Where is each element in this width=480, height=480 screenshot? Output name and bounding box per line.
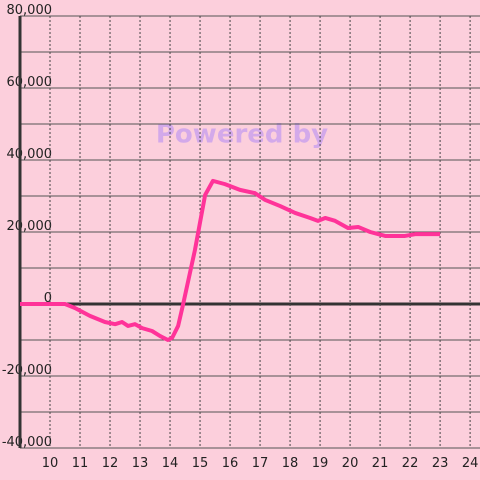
x-tick-label: 20 — [342, 456, 359, 471]
y-tick-label: 0 — [44, 291, 52, 306]
x-tick-label: 18 — [282, 456, 299, 471]
x-tick-label: 21 — [372, 456, 389, 471]
y-tick-label: 80,000 — [7, 3, 53, 18]
x-tick-label: 17 — [252, 456, 269, 471]
x-tick-label: 19 — [312, 456, 329, 471]
y-tick-label: -40,000 — [2, 435, 52, 450]
x-tick-label: 13 — [132, 456, 149, 471]
x-tick-label: 22 — [402, 456, 419, 471]
y-tick-label: -20,000 — [2, 363, 52, 378]
y-tick-label: 40,000 — [7, 147, 53, 162]
x-tick-label: 24 — [462, 456, 479, 471]
x-tick-label: 23 — [432, 456, 449, 471]
x-tick-label: 11 — [72, 456, 89, 471]
data-line — [20, 178, 441, 342]
x-tick-label: 10 — [42, 456, 59, 471]
x-tick-label: 16 — [222, 456, 239, 471]
x-tick-label: 14 — [162, 456, 179, 471]
x-tick-label: 12 — [102, 456, 119, 471]
y-tick-label: 20,000 — [7, 219, 53, 234]
x-tick-label: 15 — [192, 456, 209, 471]
y-tick-label: 60,000 — [7, 75, 53, 90]
